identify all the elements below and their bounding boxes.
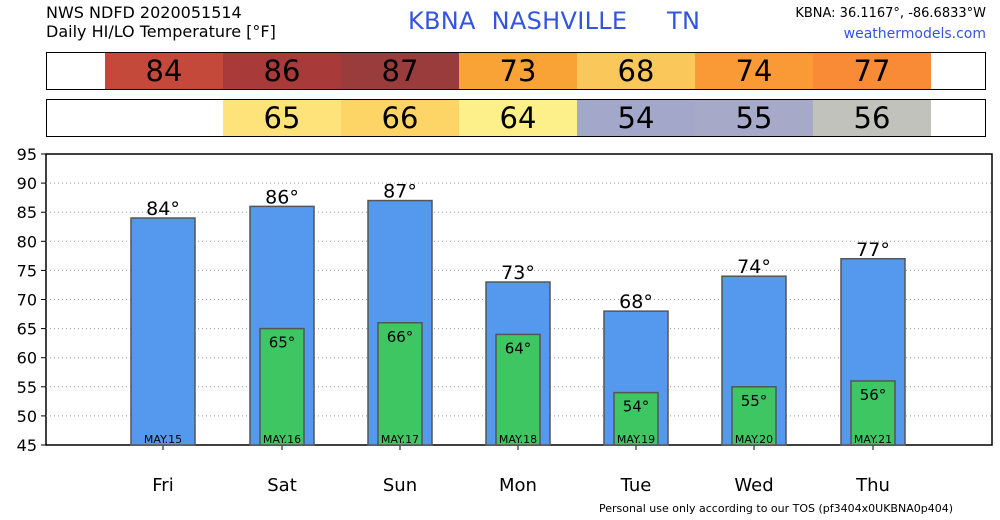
low-temp-cell: 66 <box>341 100 459 136</box>
footer-note: Personal use only according to our TOS (… <box>599 502 953 515</box>
y-tick-label: 70 <box>17 291 37 310</box>
high-value-label: 86° <box>265 186 299 208</box>
day-label: Fri <box>152 475 173 496</box>
low-value-label: 54° <box>623 398 650 416</box>
high-value-label: 68° <box>619 291 653 313</box>
product-title: Daily HI/LO Temperature [°F] <box>46 22 276 41</box>
high-temp-cell: 77 <box>813 53 931 89</box>
high-value-label: 73° <box>501 262 535 284</box>
high-value-label: 87° <box>383 181 417 203</box>
date-label: MAY.16 <box>263 433 301 446</box>
y-tick-label: 80 <box>17 232 37 251</box>
high-temp-cell: 84 <box>105 53 223 89</box>
low-bar <box>259 327 305 446</box>
date-label: MAY.21 <box>854 433 892 446</box>
date-label: MAY.19 <box>617 433 655 446</box>
low-bar <box>377 322 423 446</box>
low-value-label: 55° <box>741 392 768 410</box>
header-location: KBNA: 36.1167°, -86.6833°W weathermodels… <box>795 4 986 44</box>
low-temp-cell: 54 <box>577 100 695 136</box>
low-bar <box>850 380 896 446</box>
day-label: Sun <box>383 475 417 496</box>
low-temp-cell: 55 <box>695 100 813 136</box>
station-title: KBNA NASHVILLE TN <box>408 7 701 35</box>
high-temp-cell: 86 <box>223 53 341 89</box>
station-coordinates: KBNA: 36.1167°, -86.6833°W <box>795 6 986 21</box>
y-tick-label: 60 <box>17 349 37 368</box>
low-bar <box>495 333 541 446</box>
low-value-label: 64° <box>505 339 532 357</box>
low-value-label: 56° <box>860 386 887 404</box>
low-temperature-strip: 65 66 64 54 55 56 <box>46 99 986 137</box>
day-label: Thu <box>855 475 890 496</box>
day-label: Tue <box>620 475 652 496</box>
y-tick-label: 65 <box>17 320 37 339</box>
low-value-label: 65° <box>269 334 296 352</box>
high-temp-cell: 87 <box>341 53 459 89</box>
y-tick-label: 45 <box>17 436 37 455</box>
site-link[interactable]: weathermodels.com <box>843 26 986 42</box>
day-label: Sat <box>267 475 297 496</box>
high-value-label: 77° <box>856 239 890 261</box>
low-temp-cell: 56 <box>813 100 931 136</box>
low-temp-cell <box>105 100 223 136</box>
date-label: MAY.18 <box>499 433 537 446</box>
y-tick-label: 55 <box>17 378 37 397</box>
high-temp-cell: 74 <box>695 53 813 89</box>
date-label: MAY.20 <box>735 433 773 446</box>
day-label: Wed <box>734 475 773 496</box>
date-label: MAY.17 <box>381 433 419 446</box>
high-temp-cell: 73 <box>459 53 577 89</box>
header-product: NWS NDFD 2020051514 Daily HI/LO Temperat… <box>46 3 276 41</box>
y-tick-label: 95 <box>17 145 37 164</box>
high-temp-cell: 68 <box>577 53 695 89</box>
low-value-label: 66° <box>387 328 414 346</box>
low-temp-cell: 64 <box>459 100 577 136</box>
y-tick-label: 50 <box>17 407 37 426</box>
high-temperature-strip: 84 86 87 73 68 74 77 <box>46 52 986 90</box>
low-temp-cell: 65 <box>223 100 341 136</box>
date-label: MAY.15 <box>144 433 182 446</box>
day-label: Mon <box>499 475 537 496</box>
y-tick-label: 90 <box>17 174 37 193</box>
high-value-label: 84° <box>146 198 180 220</box>
low-bar <box>613 391 659 446</box>
y-tick-label: 75 <box>17 261 37 280</box>
low-bar <box>731 386 777 446</box>
y-tick-label: 85 <box>17 203 37 222</box>
high-bar <box>130 217 196 446</box>
high-value-label: 74° <box>737 256 771 278</box>
product-run-label: NWS NDFD 2020051514 <box>46 3 242 22</box>
